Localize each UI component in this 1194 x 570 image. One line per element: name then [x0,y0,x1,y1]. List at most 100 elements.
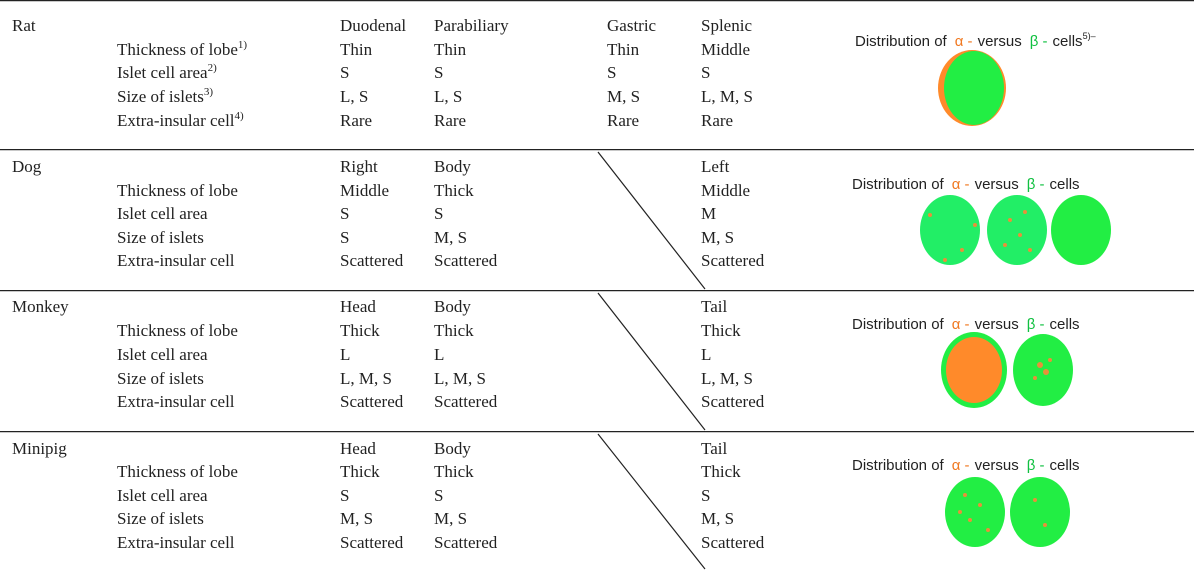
cell-value: S [340,63,349,82]
footnote-mark: 3) [204,86,214,98]
cell-value: S [340,204,349,223]
caption-alpha: α - [952,176,970,193]
cell-value: L [701,345,711,364]
cell-value: M, S [340,509,373,528]
caption-lead: Distribution of [855,33,948,50]
row-label: Extra-insular cell [117,251,235,270]
lobe-name: Gastric [607,16,657,35]
caption-alpha: α - [952,457,970,474]
cell-value: Thick [340,321,380,340]
cell-value: S [607,63,616,82]
cell-value: Scattered [701,533,765,552]
caption-beta: β - [1027,316,1045,333]
caption-tail: cells [1050,176,1080,193]
cell-value: S [434,63,443,82]
image-caption: Distribution of α - versus β - cells5)– [855,31,1096,50]
footnote-mark: 2) [208,62,218,74]
cell-value: Thick [434,321,474,340]
row-label-text: Islet cell area [117,63,208,82]
islet-images [920,50,1111,547]
row-label-text: Thickness of lobe [117,321,238,340]
lobe-name: Duodenal [340,16,406,35]
row-label: Islet cell area [117,204,208,223]
row-label-text: Thickness of lobe [117,181,238,200]
cell-value: L, M, S [701,369,753,388]
caption-alpha: α - [952,316,970,333]
lobe-name: Tail [701,439,727,458]
footnote-mark: 1) [238,39,248,51]
cell-value: Rare [701,111,733,130]
lobe-name: Splenic [701,16,752,35]
cell-value: Thick [701,462,741,481]
cell-value: L [340,345,350,364]
caption-lead: Distribution of [852,176,945,193]
row-label: Thickness of lobe [117,181,238,200]
caption-beta: β - [1030,33,1048,50]
lobe-name: Right [340,157,378,176]
image-caption: Distribution of α - versus β - cells [852,176,1080,193]
caption-tail: cells [1053,33,1083,50]
cell-value: L, S [340,87,368,106]
row-label-text: Size of islets [117,87,204,106]
cell-value: Thick [701,321,741,340]
row-label-text: Extra-insular cell [117,251,235,270]
cell-value: L [434,345,444,364]
empty-column-diagonal [597,292,706,431]
cell-value: Thick [340,462,380,481]
row-label: Size of islets [117,509,204,528]
species: Dog [12,157,42,176]
row-label: Thickness of lobe [117,321,238,340]
species: Monkey [12,297,69,316]
row-label: Islet cell area [117,345,208,364]
cell-value: M, S [701,509,734,528]
cell-value: Scattered [340,251,404,270]
caption-mid: versus [975,316,1019,333]
row-label: Extra-insular cell [117,533,235,552]
cell-value: Scattered [340,533,404,552]
image-caption: Distribution of α - versus β - cells [852,316,1080,333]
caption-mid: versus [975,176,1019,193]
cell-value: M, S [701,228,734,247]
row-label-text: Size of islets [117,369,204,388]
row-label-text: Islet cell area [117,486,208,505]
cell-value: Middle [340,181,389,200]
caption-alpha: α - [955,33,973,50]
image-caption: Distribution of α - versus β - cells [852,457,1080,474]
cell-value: M, S [607,87,640,106]
row-label-text: Islet cell area [117,204,208,223]
cell-value: Thick [434,181,474,200]
lobe-name: Body [434,439,471,458]
lobe-name: Tail [701,297,727,316]
cell-value: Scattered [701,392,765,411]
caption-tail: cells [1050,457,1080,474]
cell-value: Scattered [434,392,498,411]
cell-value: Scattered [434,533,498,552]
row-label-text: Size of islets [117,509,204,528]
row-label: Extra-insular cell4) [117,110,244,130]
cell-value: Scattered [340,392,404,411]
cell-value: S [701,486,710,505]
cell-value: Middle [701,181,750,200]
cell-value: Rare [607,111,639,130]
cell-value: S [434,204,443,223]
row-label-text: Extra-insular cell [117,533,235,552]
cell-value: S [340,228,349,247]
row-label: Islet cell area [117,486,208,505]
caption-lead: Distribution of [852,316,945,333]
row-label: Islet cell area2) [117,62,217,82]
row-label: Size of islets3) [117,86,213,106]
cell-value: L, M, S [701,87,753,106]
row-label: Thickness of lobe1) [117,39,247,59]
species: Rat [12,16,36,35]
cell-value: Middle [701,40,750,59]
row-label-text: Size of islets [117,228,204,247]
caption-lead: Distribution of [852,457,945,474]
footnote-mark: 5)– [1083,31,1096,41]
row-label: Size of islets [117,369,204,388]
caption-tail: cells [1050,316,1080,333]
row-label-text: Thickness of lobe [117,462,238,481]
cell-value: S [434,486,443,505]
cell-value: Thin [434,40,467,59]
cell-value: Scattered [701,251,765,270]
caption-beta: β - [1027,457,1045,474]
